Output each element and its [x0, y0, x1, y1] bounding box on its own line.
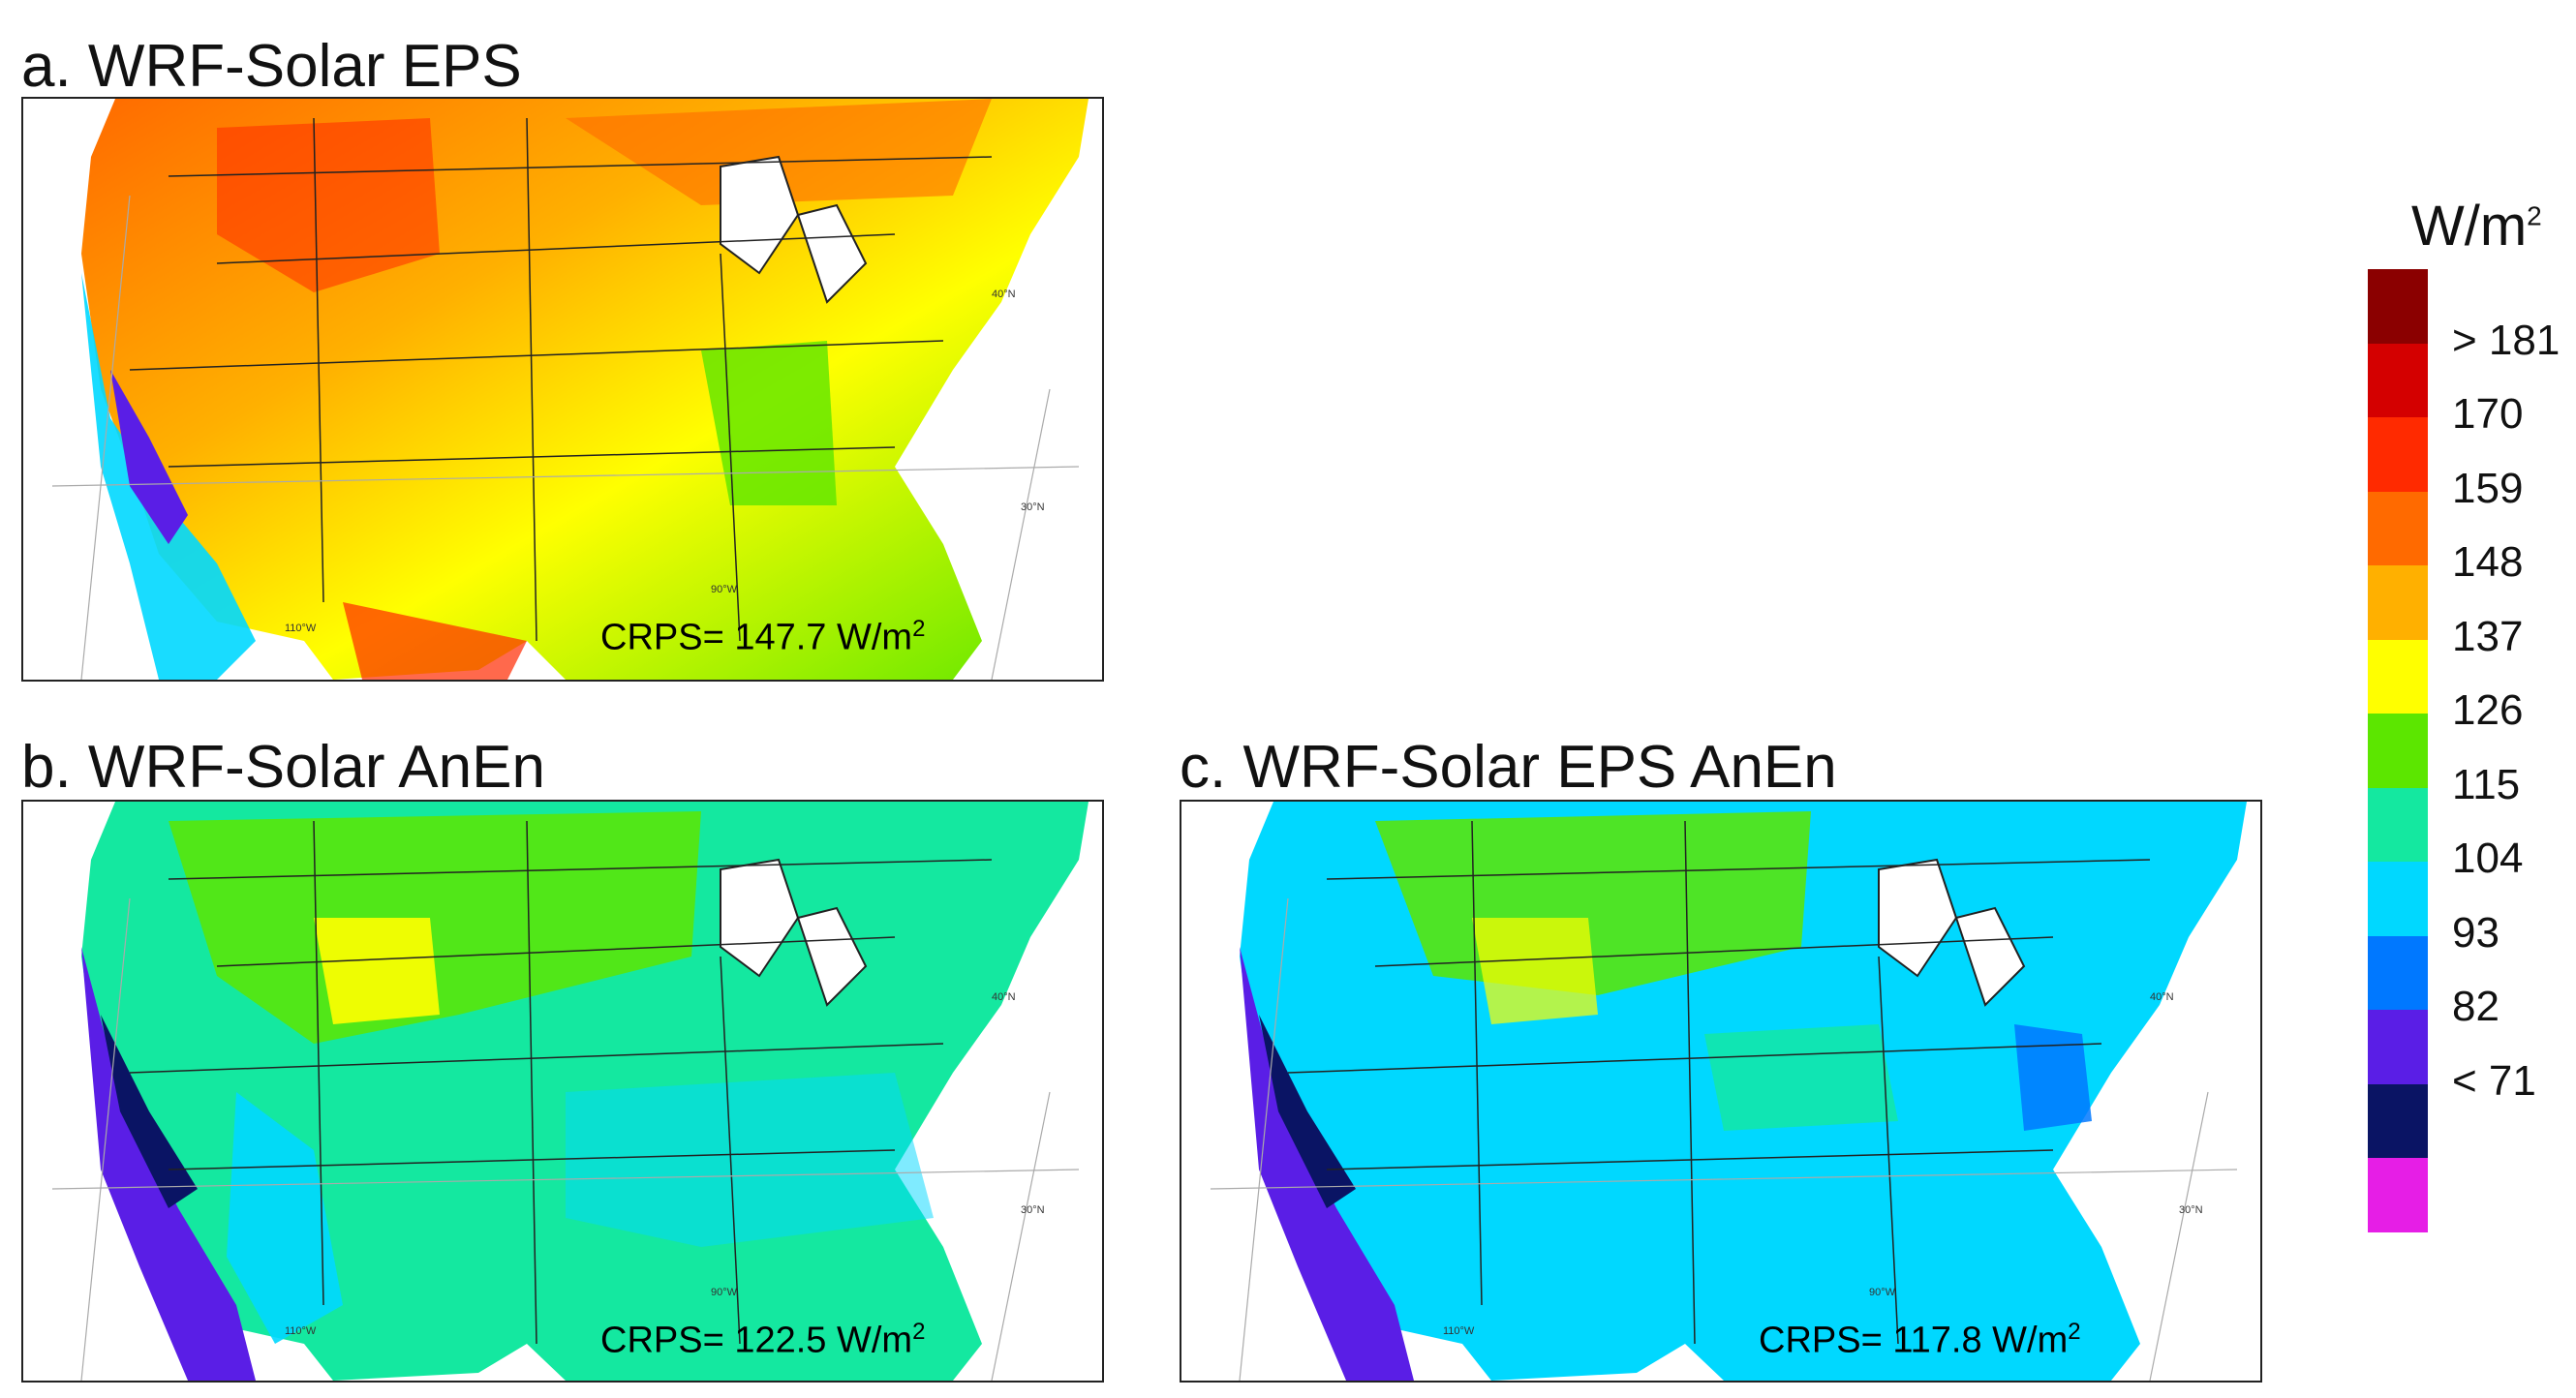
legend-tick-label: 148	[2452, 538, 2524, 587]
legend-swatch	[2368, 639, 2428, 714]
lon-110-label: 110°W	[1443, 1325, 1475, 1337]
legend-swatch	[2368, 1010, 2428, 1085]
lat-40-label: 40°N	[992, 289, 1016, 300]
panel-b-crps-text: CRPS= 122.5 W/m	[600, 1320, 913, 1361]
lat-30-label: 30°N	[1021, 1204, 1045, 1216]
panel-b-title: b. WRF-Solar AnEn	[21, 734, 545, 801]
lon-110-label: 110°W	[285, 1325, 317, 1337]
legend-swatch	[2368, 1158, 2428, 1233]
lon-90-label: 90°W	[1869, 1287, 1896, 1298]
legend-unit: W/m2	[2411, 194, 2542, 258]
legend-swatch	[2368, 714, 2428, 789]
panel-c-map-canvas: 40°N 30°N 90°W 110°W	[1210, 802, 2247, 1381]
legend-tick-label: > 181	[2452, 316, 2561, 364]
legend-swatch	[2368, 565, 2428, 641]
legend-swatch	[2368, 935, 2428, 1011]
legend-swatch	[2368, 343, 2428, 418]
legend-tick-label: 104	[2452, 835, 2524, 883]
panel-c-crps-text: CRPS= 117.8 W/m	[1759, 1320, 2069, 1361]
legend-swatch	[2368, 417, 2428, 493]
panel-b-crps: CRPS= 122.5 W/m2	[600, 1319, 925, 1362]
legend-tick-label: 126	[2452, 686, 2524, 735]
legend-tick-label: 93	[2452, 908, 2499, 957]
panel-a-map-canvas: 40°N 30°N 90°W 110°W	[51, 99, 1089, 680]
legend-tick-label: 115	[2452, 760, 2521, 808]
panel-a-map: 40°N 30°N 90°W 110°W CRPS= 147.7 W/m2	[21, 97, 1104, 682]
panel-c-crps-sup: 2	[2068, 1319, 2081, 1345]
panel-b-map: 40°N 30°N 90°W 110°W CRPS= 122.5 W/m2	[21, 800, 1104, 1383]
legend-unit-text: W/m	[2411, 195, 2528, 258]
legend-swatch	[2368, 1083, 2428, 1159]
lon-90-label: 90°W	[711, 1287, 738, 1298]
lat-30-label: 30°N	[2179, 1204, 2203, 1216]
legend-colorbar	[2368, 269, 2428, 1233]
legend-swatch	[2368, 862, 2428, 937]
panel-c-crps: CRPS= 117.8 W/m2	[1759, 1319, 2081, 1362]
legend-tick-label: 82	[2452, 983, 2499, 1031]
legend-tick-label: 159	[2452, 464, 2524, 512]
panel-a-crps-sup: 2	[912, 616, 926, 642]
legend-tick-label: < 71	[2452, 1056, 2536, 1105]
panel-b-crps-sup: 2	[912, 1319, 926, 1345]
lat-40-label: 40°N	[2150, 991, 2174, 1003]
lat-30-label: 30°N	[1021, 501, 1045, 513]
legend-unit-sup: 2	[2527, 200, 2542, 231]
legend-tick-label: 137	[2452, 612, 2524, 660]
panel-c-title: c. WRF-Solar EPS AnEn	[1180, 734, 1837, 801]
lat-40-label: 40°N	[992, 991, 1016, 1003]
legend-tick-label: 170	[2452, 390, 2524, 439]
panel-a-crps-text: CRPS= 147.7 W/m	[600, 617, 913, 658]
panel-c-map: 40°N 30°N 90°W 110°W CRPS= 117.8 W/m2	[1180, 800, 2262, 1383]
lon-90-label: 90°W	[711, 584, 738, 595]
panel-b-map-canvas: 40°N 30°N 90°W 110°W	[51, 802, 1089, 1381]
panel-a-title: a. WRF-Solar EPS	[21, 33, 522, 100]
legend-swatch	[2368, 269, 2428, 344]
panel-a-crps: CRPS= 147.7 W/m2	[600, 616, 925, 659]
legend-swatch	[2368, 787, 2428, 863]
lon-110-label: 110°W	[285, 623, 317, 634]
legend-swatch	[2368, 491, 2428, 566]
